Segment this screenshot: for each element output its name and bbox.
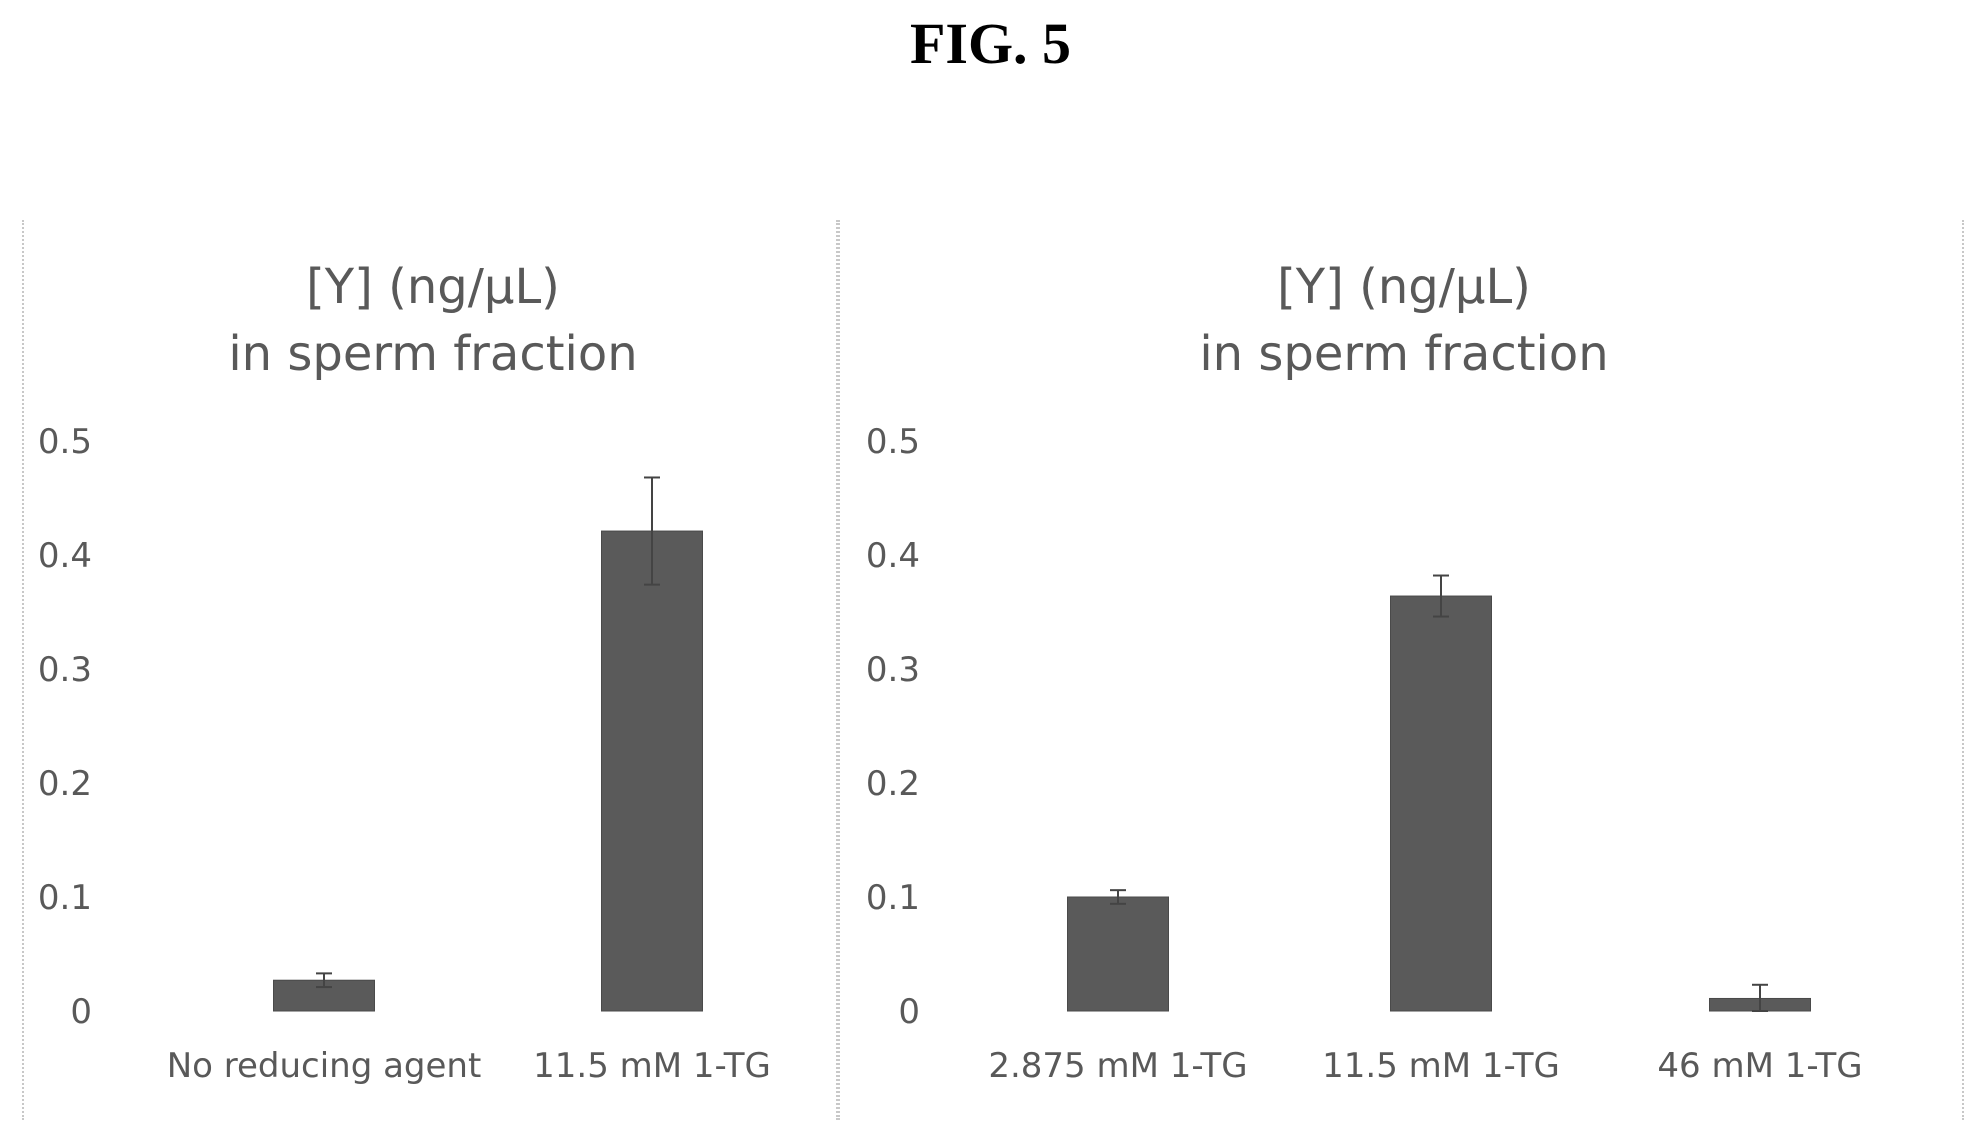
y-tick-label: 0.4 xyxy=(866,536,920,576)
y-tick-label: 0.5 xyxy=(38,422,92,462)
category-label: 11.5 mM 1-TG xyxy=(533,1046,771,1086)
y-tick-label: 0 xyxy=(70,992,92,1032)
chart-title-line: in sperm fraction xyxy=(1199,326,1608,382)
chart-title-line: in sperm fraction xyxy=(228,326,637,382)
chart-left-svg: [Y] (ng/µL) in sperm fraction 0 0.1 0.2 0.3 0.… xyxy=(38,259,771,1086)
figure-title: FIG. 5 xyxy=(909,11,1072,76)
y-tick-label: 0.2 xyxy=(866,764,920,804)
y-tick-label: 0.3 xyxy=(866,650,920,690)
category-label: 2.875 mM 1-TG xyxy=(988,1046,1247,1086)
chart-panel-left: [Y] (ng/µL) in sperm fraction 0 0.1 0.2 0.3 0.… xyxy=(22,220,840,1120)
chart-right-svg: [Y] (ng/µL) in sperm fraction 0 0.1 0.2 0.3 0.… xyxy=(866,259,1863,1086)
y-tick-label: 0 xyxy=(898,992,920,1032)
y-tick-label: 0.4 xyxy=(38,536,92,576)
category-label: No reducing agent xyxy=(167,1046,482,1086)
chart-panel-right: [Y] (ng/µL) in sperm fraction 0 0.1 0.2 0.3 0.… xyxy=(836,220,1964,1120)
y-tick-label: 0.1 xyxy=(38,878,92,918)
chart-title-line: [Y] (ng/µL) xyxy=(306,259,560,315)
chart-title-line: [Y] (ng/µL) xyxy=(1277,259,1531,315)
bar xyxy=(1390,595,1492,1012)
y-tick-label: 0.1 xyxy=(866,878,920,918)
bar xyxy=(601,530,703,1012)
y-tick-label: 0.3 xyxy=(38,650,92,690)
y-tick-label: 0.5 xyxy=(866,422,920,462)
category-label: 11.5 mM 1-TG xyxy=(1322,1046,1560,1086)
y-tick-label: 0.2 xyxy=(38,764,92,804)
bar xyxy=(1067,896,1169,1012)
category-label: 46 mM 1-TG xyxy=(1657,1046,1862,1086)
